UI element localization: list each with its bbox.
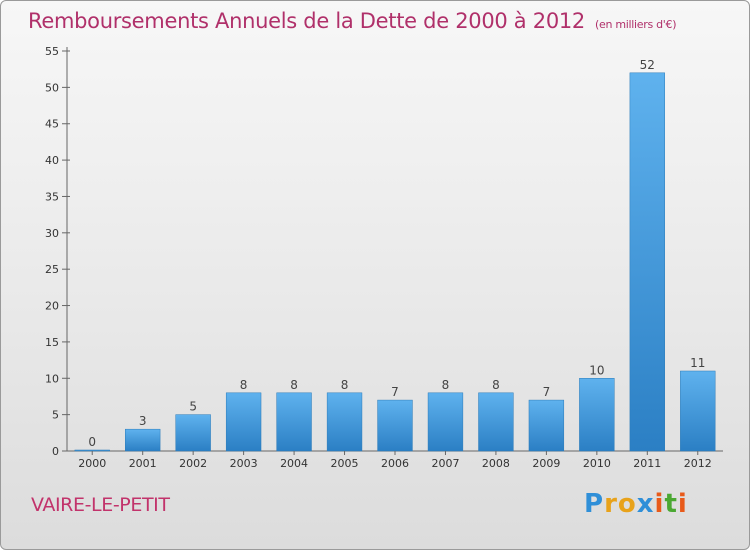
- bar-2012: [680, 370, 716, 452]
- bar-2005: [326, 392, 363, 452]
- chart-title-text: Remboursements Annuels de la Dette de 20…: [28, 9, 585, 33]
- data-label-2010: 10: [589, 363, 604, 377]
- y-tick-label: 40: [45, 154, 59, 167]
- bar-2008: [478, 392, 514, 452]
- data-label-2000: 0: [88, 435, 96, 449]
- y-tick-label: 0: [52, 445, 59, 458]
- chart-title: Remboursements Annuels de la Dette de 20…: [28, 9, 676, 33]
- bar-2011: [629, 72, 665, 452]
- y-tick-label: 35: [45, 190, 59, 203]
- proxiti-logo: Proxiti: [584, 489, 688, 519]
- data-label-2011: 52: [640, 58, 655, 72]
- data-label-2008: 8: [492, 378, 500, 392]
- x-tick-label-2003: 2003: [230, 457, 258, 470]
- commune-name: VAIRE-LE-PETIT: [31, 494, 170, 516]
- data-label-2001: 3: [139, 414, 147, 428]
- bar-2003: [225, 392, 262, 452]
- bar-2007: [427, 392, 464, 452]
- y-tick-label: 25: [45, 263, 59, 276]
- y-tick-label: 10: [45, 372, 59, 385]
- y-tick-label: 30: [45, 227, 59, 240]
- x-tick-label-2001: 2001: [129, 457, 157, 470]
- data-label-2007: 8: [442, 378, 450, 392]
- logo-letter: t: [664, 489, 678, 519]
- x-tick-label-2004: 2004: [280, 457, 308, 470]
- y-tick-label: 45: [45, 118, 59, 131]
- bar-2001: [125, 428, 161, 452]
- data-label-2006: 7: [391, 385, 399, 399]
- data-label-2012: 11: [690, 356, 705, 370]
- chart-unit-note: (en milliers d'€): [595, 18, 677, 31]
- x-tick-label-2002: 2002: [179, 457, 207, 470]
- logo-letter: r: [604, 489, 618, 519]
- x-tick-label-2011: 2011: [633, 457, 661, 470]
- y-tick-label: 5: [52, 409, 59, 422]
- x-tick-label-2008: 2008: [482, 457, 510, 470]
- bar-2010: [579, 378, 615, 452]
- x-tick-label-2010: 2010: [583, 457, 611, 470]
- data-label-2005: 8: [341, 378, 349, 392]
- logo-letter: o: [617, 489, 637, 519]
- x-tick-label-2006: 2006: [381, 457, 409, 470]
- bar-2006: [377, 399, 413, 452]
- x-tick-label-2009: 2009: [532, 457, 560, 470]
- logo-letter: i: [654, 489, 665, 519]
- bar-2009: [528, 399, 565, 452]
- logo-letter: P: [584, 489, 605, 519]
- data-label-2004: 8: [290, 378, 298, 392]
- logo-letter: i: [677, 489, 688, 519]
- bar-2000: [74, 449, 110, 452]
- y-tick-label: 15: [45, 336, 59, 349]
- x-tick-label-2007: 2007: [431, 457, 459, 470]
- y-tick-label: 55: [45, 45, 59, 58]
- x-tick-label-2012: 2012: [684, 457, 712, 470]
- data-label-2003: 8: [240, 378, 248, 392]
- x-tick-label-2000: 2000: [78, 457, 106, 470]
- y-tick-label: 20: [45, 300, 59, 313]
- x-tick-label-2005: 2005: [331, 457, 359, 470]
- data-label-2002: 5: [189, 400, 197, 414]
- bar-2002: [175, 414, 211, 452]
- y-tick-label: 50: [45, 81, 59, 94]
- bar-2004: [276, 392, 312, 452]
- data-label-2009: 7: [543, 385, 551, 399]
- logo-letter: x: [636, 489, 655, 519]
